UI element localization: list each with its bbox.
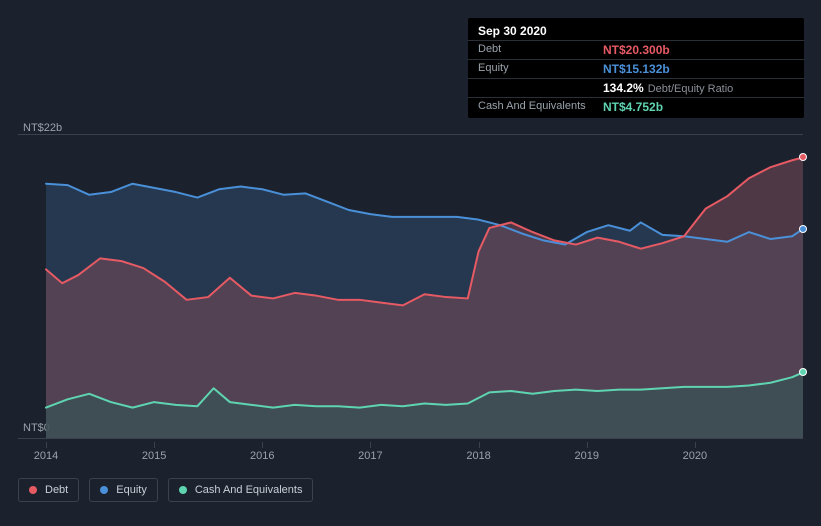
tooltip-date: Sep 30 2020 — [468, 20, 804, 41]
x-tick — [479, 442, 480, 448]
legend-item-debt[interactable]: Debt — [18, 478, 79, 502]
x-tick — [587, 442, 588, 448]
debt-end-marker — [799, 153, 807, 161]
tooltip-row-value: NT$15.132b — [603, 62, 670, 76]
tooltip-row-label: Cash And Equivalents — [478, 100, 603, 114]
chart-plot-area[interactable] — [18, 134, 803, 438]
tooltip-row-suffix: Debt/Equity Ratio — [648, 83, 734, 95]
x-tick — [370, 442, 371, 448]
tooltip-row-label: Equity — [478, 62, 603, 76]
x-tick — [695, 442, 696, 448]
cash-end-marker — [799, 368, 807, 376]
tooltip-row: 134.2%Debt/Equity Ratio — [468, 79, 804, 98]
chart-bottom-border — [18, 438, 803, 439]
legend-dot-icon — [179, 486, 187, 494]
legend-label: Cash And Equivalents — [195, 484, 303, 496]
legend-label: Debt — [45, 484, 68, 496]
x-tick-label: 2017 — [358, 450, 382, 462]
x-tick — [46, 442, 47, 448]
tooltip-panel: Sep 30 2020 DebtNT$20.300bEquityNT$15.13… — [468, 18, 804, 118]
legend-dot-icon — [29, 486, 37, 494]
legend-item-equity[interactable]: Equity — [89, 478, 158, 502]
tooltip-row-value: NT$4.752b — [603, 100, 663, 114]
tooltip-row: DebtNT$20.300b — [468, 41, 804, 60]
equity-end-marker — [799, 225, 807, 233]
x-tick — [154, 442, 155, 448]
x-tick-label: 2016 — [250, 450, 274, 462]
chart-container: { "chart": { "type": "area", "background… — [0, 0, 821, 526]
x-tick-label: 2014 — [34, 450, 58, 462]
x-tick-label: 2015 — [142, 450, 166, 462]
legend-item-cash[interactable]: Cash And Equivalents — [168, 478, 314, 502]
x-tick — [262, 442, 263, 448]
tooltip-row-label: Debt — [478, 43, 603, 57]
tooltip-row-value: NT$20.300b — [603, 43, 670, 57]
tooltip-row: EquityNT$15.132b — [468, 60, 804, 79]
legend: Debt Equity Cash And Equivalents — [18, 478, 313, 502]
area-chart-svg — [18, 134, 803, 438]
legend-label: Equity — [116, 484, 147, 496]
x-tick-label: 2018 — [466, 450, 490, 462]
tooltip-row: Cash And EquivalentsNT$4.752b — [468, 98, 804, 116]
x-axis: 2014 2015 2016 2017 2018 2019 2020 — [18, 442, 803, 462]
tooltip-row-label — [478, 81, 603, 95]
x-tick-label: 2020 — [683, 450, 707, 462]
x-tick-label: 2019 — [574, 450, 598, 462]
y-axis-max-label: NT$22b — [23, 122, 62, 134]
legend-dot-icon — [100, 486, 108, 494]
tooltip-row-value: 134.2%Debt/Equity Ratio — [603, 81, 733, 95]
